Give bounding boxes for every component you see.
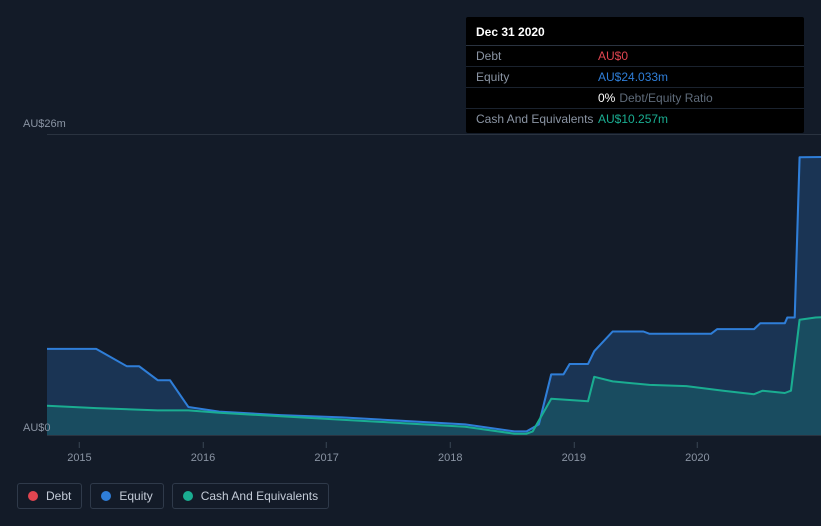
x-tick: 2016 bbox=[191, 442, 215, 464]
tooltip-row-value: AU$24.033m bbox=[598, 70, 668, 84]
tooltip-row: 0%Debt/Equity Ratio bbox=[466, 88, 804, 109]
tooltip-row-label: Debt bbox=[476, 49, 598, 63]
x-tick-mark bbox=[450, 442, 451, 448]
y-axis-max-label: AU$26m bbox=[17, 118, 804, 130]
x-tick-mark bbox=[203, 442, 204, 448]
x-tick-mark bbox=[573, 442, 574, 448]
x-tick: 2018 bbox=[438, 442, 462, 464]
x-tick-label: 2015 bbox=[67, 452, 91, 464]
x-tick: 2019 bbox=[562, 442, 586, 464]
y-axis-min-label: AU$0 bbox=[23, 422, 51, 434]
tooltip-row-value: 0%Debt/Equity Ratio bbox=[598, 91, 713, 105]
x-tick-label: 2016 bbox=[191, 452, 215, 464]
tooltip-row-label bbox=[476, 91, 598, 105]
chart-svg bbox=[47, 134, 821, 436]
legend-item-equity[interactable]: Equity bbox=[90, 483, 163, 509]
tooltip-date: Dec 31 2020 bbox=[466, 21, 804, 46]
legend-item-label: Debt bbox=[46, 489, 71, 503]
x-tick-mark bbox=[79, 442, 80, 448]
legend-item-label: Cash And Equivalents bbox=[201, 489, 318, 503]
gridline-baseline bbox=[47, 435, 821, 436]
legend-item-label: Equity bbox=[119, 489, 152, 503]
chart-area: AU$26m AU$0 bbox=[17, 118, 804, 436]
tooltip-row-label: Equity bbox=[476, 70, 598, 84]
tooltip-row: DebtAU$0 bbox=[466, 46, 804, 67]
x-axis: 2015 2016 2017 2018 2019 2020 bbox=[30, 442, 821, 466]
legend-swatch-icon bbox=[28, 491, 38, 501]
x-tick: 2020 bbox=[685, 442, 709, 464]
chart-legend: Debt Equity Cash And Equivalents bbox=[17, 483, 329, 509]
chart-plot[interactable] bbox=[47, 134, 821, 436]
tooltip-ratio-suffix: Debt/Equity Ratio bbox=[619, 91, 712, 105]
x-tick-label: 2019 bbox=[562, 452, 586, 464]
legend-swatch-icon bbox=[183, 491, 193, 501]
x-tick-label: 2017 bbox=[314, 452, 338, 464]
tooltip-row-value: AU$0 bbox=[598, 49, 628, 63]
tooltip-row: EquityAU$24.033m bbox=[466, 67, 804, 88]
chart-tooltip: Dec 31 2020 DebtAU$0EquityAU$24.033m0%De… bbox=[466, 17, 804, 133]
x-tick: 2015 bbox=[67, 442, 91, 464]
x-tick-label: 2018 bbox=[438, 452, 462, 464]
x-tick-mark bbox=[326, 442, 327, 448]
legend-item-cash[interactable]: Cash And Equivalents bbox=[172, 483, 329, 509]
legend-swatch-icon bbox=[101, 491, 111, 501]
x-tick-mark bbox=[697, 442, 698, 448]
legend-item-debt[interactable]: Debt bbox=[17, 483, 82, 509]
x-tick: 2017 bbox=[314, 442, 338, 464]
x-tick-label: 2020 bbox=[685, 452, 709, 464]
